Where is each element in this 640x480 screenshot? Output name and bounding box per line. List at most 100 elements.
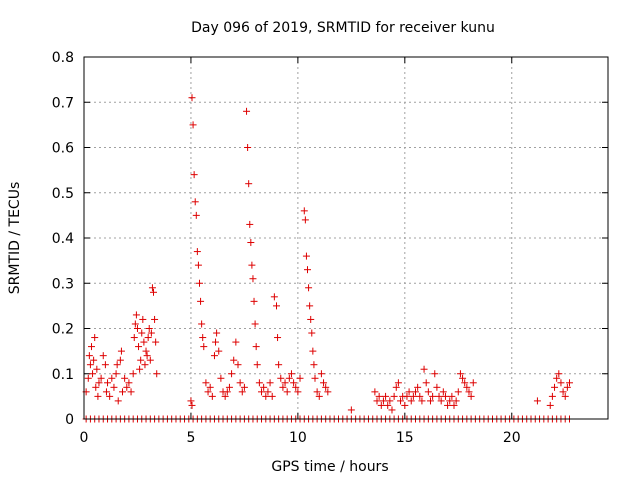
data-point [91,334,99,342]
data-point [206,383,214,391]
data-point [401,401,409,409]
data-point [418,397,426,405]
data-point [144,334,152,342]
x-tick-label: 5 [186,430,195,446]
data-point [281,379,289,387]
data-point [236,379,244,387]
data-point [555,370,563,378]
data-point [264,388,272,396]
data-point [190,171,198,179]
data-point [112,370,120,378]
data-point [223,388,231,396]
data-point [252,343,260,351]
y-tick-label: 0.3 [52,276,74,292]
y-axis-label: SRMTID / TECUs [7,182,23,295]
data-point [315,392,323,400]
data-point [92,383,100,391]
data-point [240,383,248,391]
data-point [102,388,110,396]
data-point [563,383,571,391]
data-point [189,121,197,129]
data-point [127,388,135,396]
data-point [258,388,266,396]
data-point [193,248,201,256]
data-point [187,397,195,405]
x-tick-label: 15 [396,430,414,446]
data-point [202,379,210,387]
data-point [266,379,274,387]
data-point [204,388,212,396]
data-point [148,284,156,292]
data-point [262,392,270,400]
data-point [191,198,199,206]
data-point [308,329,316,337]
data-point [142,347,150,355]
data-point [147,329,155,337]
data-point [304,266,312,274]
data-point [444,401,452,409]
data-point [557,379,565,387]
y-tick-label: 0.4 [52,231,74,247]
x-tick-label: 10 [289,430,307,446]
data-point [405,388,413,396]
data-point [232,338,240,346]
data-point [310,361,318,369]
y-tick-label: 0.8 [52,50,74,66]
data-point [270,293,278,301]
data-point [246,220,254,228]
data-point [437,397,445,405]
plot-frame [83,56,609,420]
data-point [117,347,125,355]
data-point [101,361,109,369]
data-point [409,392,417,400]
y-tick-label: 0 [65,412,74,428]
data-point [320,379,328,387]
data-point [311,374,319,382]
grid [84,57,608,419]
data-point [294,388,302,396]
data-point [347,406,355,414]
data-point [97,374,105,382]
data-point [194,261,202,269]
data-point [89,370,97,378]
data-point [234,361,242,369]
data-point [283,388,291,396]
data-point [403,392,411,400]
data-point [249,275,257,283]
data-point [86,361,94,369]
data-point [225,383,233,391]
data-point [566,379,574,387]
data-point [392,383,400,391]
data-point [129,370,137,378]
data-point [322,383,330,391]
data-point [390,392,398,400]
data-point [212,338,220,346]
data-point [198,320,206,328]
data-point [133,325,141,332]
data-point [95,379,103,387]
data-point [188,401,196,409]
data-point [422,379,430,387]
data-point [412,388,420,396]
data-point [192,211,200,219]
data-point [386,397,394,405]
data-point [429,392,437,400]
data-point [85,352,93,360]
data-point [248,261,256,269]
data-point [456,370,464,378]
data-point [153,370,161,378]
data-point [277,374,285,382]
chart-title: Day 096 of 2019, SRMTID for receiver kun… [191,20,495,36]
data-point [416,392,424,400]
data-point [379,397,387,405]
data-point [247,239,255,247]
data-point [300,207,308,215]
data-point [131,320,139,328]
data-point [94,392,102,400]
data-point [217,374,225,382]
data-point [93,365,101,373]
data-point [285,374,293,382]
data-point [307,315,315,323]
data-point [138,329,146,337]
